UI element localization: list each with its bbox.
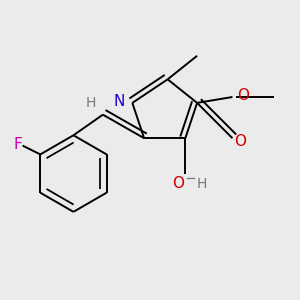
Text: F: F — [14, 136, 22, 152]
Text: O: O — [237, 88, 249, 103]
Text: O: O — [172, 176, 184, 191]
Text: N: N — [114, 94, 125, 109]
Text: H: H — [86, 96, 96, 110]
Text: H: H — [197, 176, 208, 190]
Text: O: O — [234, 134, 246, 149]
